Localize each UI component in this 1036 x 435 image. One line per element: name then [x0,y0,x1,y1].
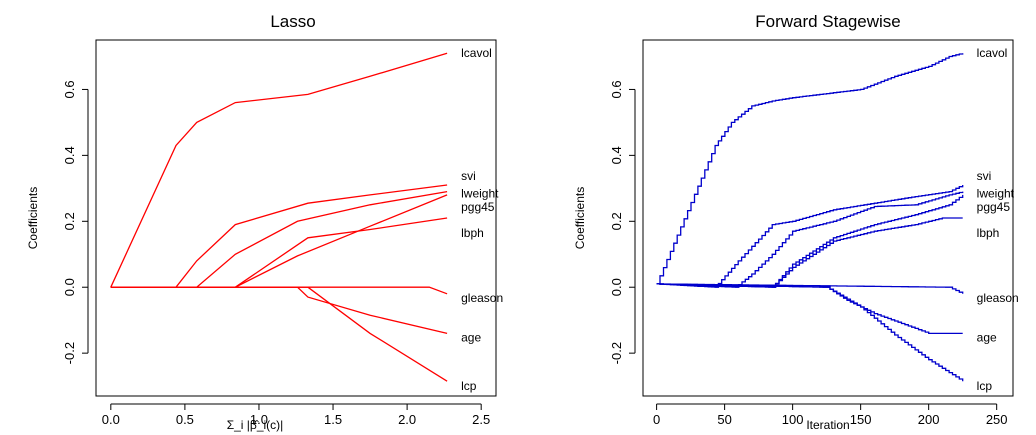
series-label-lcp: lcp [977,379,993,393]
forward-stagewise-panel: Forward Stagewise Coefficients Iteration… [573,12,1019,432]
lasso-y-axis-label: Coefficients [26,187,40,249]
x-tick-label: 1.5 [324,412,342,427]
series-line-lcp [110,286,448,382]
series-line-lcavol [110,52,448,288]
stagewise-y-axis-label: Coefficients [573,187,587,249]
series-label-svi: svi [461,169,476,183]
y-tick-label: 0.0 [62,278,77,296]
x-tick-label: 0 [653,412,660,427]
series-line-lweight [656,191,964,288]
series-label-lweight: lweight [977,187,1015,201]
series-line-lcavol [656,53,964,285]
series-label-lcavol: lcavol [461,46,492,60]
series-line-age [656,283,963,335]
x-tick-label: 2.0 [398,412,416,427]
y-tick-label: 0.2 [609,212,624,230]
lasso-title: Lasso [270,12,315,31]
series-line-lweight [110,190,448,288]
series-label-lbph: lbph [977,226,1000,240]
series-label-pgg45: pgg45 [977,200,1011,214]
y-tick-label: 0.6 [62,80,77,98]
lasso-x-axis-label: Σ_i |β̂_i(c)| [227,418,284,432]
series-line-age [110,286,448,335]
series-label-gleason: gleason [461,291,503,305]
series-label-lweight: lweight [461,187,499,201]
series-label-svi: svi [977,169,992,183]
y-tick-label: 0.2 [62,212,77,230]
series-label-age: age [977,330,997,344]
series-line-lcp [656,283,964,382]
x-tick-label: 150 [850,412,872,427]
lasso-x-ticks: 0.0 0.5 1.0 1.5 2.0 2.5 [102,403,490,427]
x-tick-label: 50 [717,412,731,427]
series-label-gleason: gleason [977,291,1019,305]
y-tick-label: 0.6 [609,80,624,98]
y-tick-label: 0.4 [609,146,624,164]
x-tick-label: 0.0 [102,412,120,427]
series-label-lcp: lcp [461,379,477,393]
series-line-pgg45 [656,194,964,288]
stagewise-x-ticks: 0 50 100 150 200 250 [653,403,1008,427]
stagewise-y-ticks: -0.2 0.0 0.2 0.4 0.6 [609,80,636,364]
y-tick-label: -0.2 [62,342,77,364]
y-tick-label: -0.2 [609,342,624,364]
lasso-lines [110,52,448,382]
stagewise-x-axis-label: Iteration [806,418,849,432]
series-line-gleason [110,286,448,295]
series-label-lbph: lbph [461,226,484,240]
series-label-pgg45: pgg45 [461,200,495,214]
x-tick-label: 100 [782,412,804,427]
lasso-y-ticks: -0.2 0.0 0.2 0.4 0.6 [62,80,89,364]
x-tick-label: 1.0 [250,412,268,427]
stagewise-lines [656,53,964,382]
stagewise-plot-frame [642,39,1014,397]
stagewise-title: Forward Stagewise [755,12,901,31]
lasso-plot-frame [95,39,497,397]
y-tick-label: 0.0 [609,278,624,296]
series-label-lcavol: lcavol [977,46,1008,60]
x-tick-label: 2.5 [472,412,490,427]
series-line-svi [656,185,964,288]
series-line-pgg45 [110,194,448,288]
x-tick-label: 200 [918,412,940,427]
lasso-panel: Lasso Coefficients Σ_i |β̂_i(c)| 0.0 0.5 1… [26,12,503,432]
x-tick-label: 250 [986,412,1008,427]
x-tick-label: 0.5 [176,412,194,427]
series-label-age: age [461,330,481,344]
series-line-lbph [110,217,448,288]
y-tick-label: 0.4 [62,146,77,164]
